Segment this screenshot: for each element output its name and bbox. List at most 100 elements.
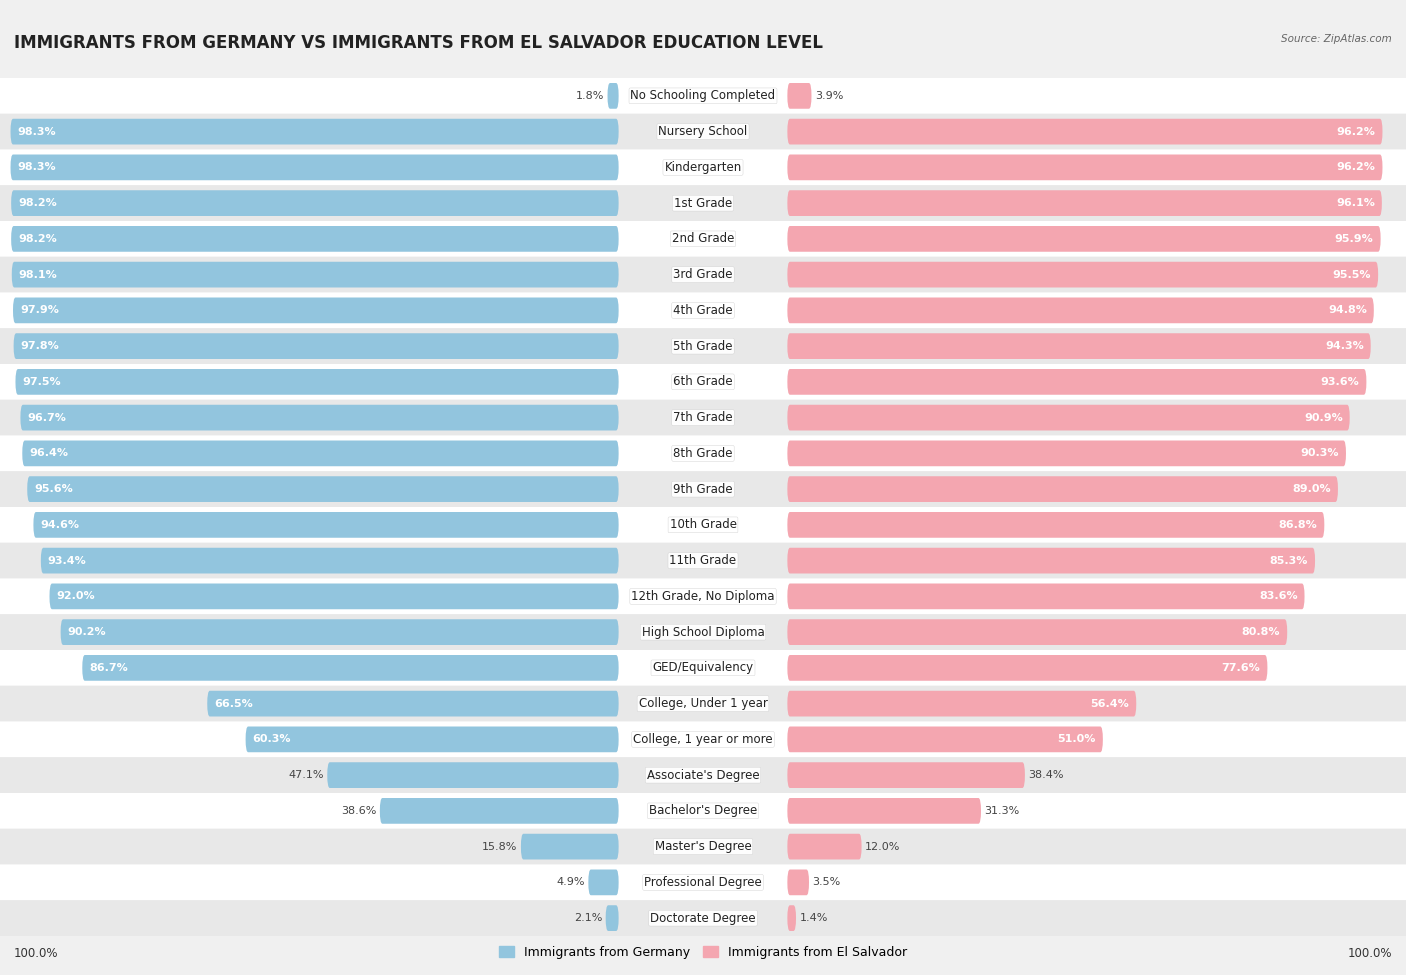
FancyBboxPatch shape [787, 512, 1324, 538]
FancyBboxPatch shape [0, 400, 1406, 436]
FancyBboxPatch shape [787, 369, 1367, 395]
FancyBboxPatch shape [787, 583, 1305, 609]
FancyBboxPatch shape [787, 655, 1267, 681]
FancyBboxPatch shape [787, 619, 1288, 645]
Text: Doctorate Degree: Doctorate Degree [650, 912, 756, 924]
FancyBboxPatch shape [787, 154, 1382, 180]
FancyBboxPatch shape [0, 829, 1406, 865]
FancyBboxPatch shape [787, 405, 1350, 431]
Text: 90.9%: 90.9% [1303, 412, 1343, 422]
Text: 12.0%: 12.0% [865, 841, 900, 851]
FancyBboxPatch shape [787, 870, 808, 895]
Text: 47.1%: 47.1% [288, 770, 323, 780]
Text: 93.6%: 93.6% [1320, 377, 1360, 387]
FancyBboxPatch shape [0, 507, 1406, 543]
FancyBboxPatch shape [607, 83, 619, 109]
Text: 93.4%: 93.4% [48, 556, 87, 566]
FancyBboxPatch shape [328, 762, 619, 788]
FancyBboxPatch shape [0, 543, 1406, 578]
Text: 10th Grade: 10th Grade [669, 519, 737, 531]
Text: Master's Degree: Master's Degree [655, 840, 751, 853]
FancyBboxPatch shape [787, 261, 1378, 288]
Text: 97.8%: 97.8% [21, 341, 59, 351]
FancyBboxPatch shape [787, 798, 981, 824]
Text: 92.0%: 92.0% [56, 592, 96, 602]
Text: 12th Grade, No Diploma: 12th Grade, No Diploma [631, 590, 775, 603]
Legend: Immigrants from Germany, Immigrants from El Salvador: Immigrants from Germany, Immigrants from… [494, 941, 912, 964]
Text: 5th Grade: 5th Grade [673, 339, 733, 353]
FancyBboxPatch shape [0, 722, 1406, 758]
Text: 77.6%: 77.6% [1222, 663, 1260, 673]
Text: 15.8%: 15.8% [482, 841, 517, 851]
Text: 86.7%: 86.7% [90, 663, 128, 673]
Text: 7th Grade: 7th Grade [673, 411, 733, 424]
FancyBboxPatch shape [0, 364, 1406, 400]
FancyBboxPatch shape [787, 762, 1025, 788]
Text: 66.5%: 66.5% [214, 699, 253, 709]
FancyBboxPatch shape [787, 905, 796, 931]
FancyBboxPatch shape [787, 441, 1346, 466]
FancyBboxPatch shape [0, 185, 1406, 221]
Text: 96.7%: 96.7% [28, 412, 66, 422]
Text: 98.3%: 98.3% [17, 127, 56, 136]
Text: 3.5%: 3.5% [813, 878, 841, 887]
FancyBboxPatch shape [14, 333, 619, 359]
FancyBboxPatch shape [0, 758, 1406, 793]
FancyBboxPatch shape [787, 548, 1315, 573]
FancyBboxPatch shape [0, 614, 1406, 650]
FancyBboxPatch shape [0, 114, 1406, 149]
Text: 94.3%: 94.3% [1324, 341, 1364, 351]
FancyBboxPatch shape [41, 548, 619, 573]
Text: Kindergarten: Kindergarten [665, 161, 741, 174]
FancyBboxPatch shape [787, 83, 811, 109]
FancyBboxPatch shape [60, 619, 619, 645]
Text: College, 1 year or more: College, 1 year or more [633, 733, 773, 746]
FancyBboxPatch shape [0, 436, 1406, 471]
Text: Nursery School: Nursery School [658, 125, 748, 138]
FancyBboxPatch shape [787, 834, 862, 860]
Text: 86.8%: 86.8% [1278, 520, 1317, 529]
Text: 31.3%: 31.3% [984, 806, 1019, 816]
Text: 56.4%: 56.4% [1091, 699, 1129, 709]
FancyBboxPatch shape [49, 583, 619, 609]
Text: 60.3%: 60.3% [253, 734, 291, 744]
FancyBboxPatch shape [10, 154, 619, 180]
FancyBboxPatch shape [787, 226, 1381, 252]
Text: 2.1%: 2.1% [574, 914, 602, 923]
Text: 38.4%: 38.4% [1028, 770, 1064, 780]
Text: GED/Equivalency: GED/Equivalency [652, 661, 754, 675]
FancyBboxPatch shape [0, 793, 1406, 829]
Text: 95.6%: 95.6% [34, 485, 73, 494]
FancyBboxPatch shape [787, 726, 1102, 753]
Text: 38.6%: 38.6% [340, 806, 377, 816]
FancyBboxPatch shape [0, 685, 1406, 722]
FancyBboxPatch shape [246, 726, 619, 753]
Text: 3.9%: 3.9% [815, 91, 844, 100]
Text: 94.6%: 94.6% [41, 520, 79, 529]
Text: High School Diploma: High School Diploma [641, 626, 765, 639]
Text: 2nd Grade: 2nd Grade [672, 232, 734, 246]
FancyBboxPatch shape [0, 256, 1406, 292]
Text: 1.4%: 1.4% [800, 914, 828, 923]
Text: 96.2%: 96.2% [1337, 163, 1375, 173]
Text: 1.8%: 1.8% [575, 91, 605, 100]
Text: 85.3%: 85.3% [1270, 556, 1308, 566]
Text: 100.0%: 100.0% [1347, 947, 1392, 960]
Text: No Schooling Completed: No Schooling Completed [630, 90, 776, 102]
Text: Associate's Degree: Associate's Degree [647, 768, 759, 782]
Text: 4th Grade: 4th Grade [673, 304, 733, 317]
Text: 95.5%: 95.5% [1333, 270, 1371, 280]
FancyBboxPatch shape [21, 405, 619, 431]
FancyBboxPatch shape [0, 78, 1406, 114]
FancyBboxPatch shape [0, 292, 1406, 329]
Text: 83.6%: 83.6% [1258, 592, 1298, 602]
FancyBboxPatch shape [0, 149, 1406, 185]
FancyBboxPatch shape [0, 471, 1406, 507]
FancyBboxPatch shape [34, 512, 619, 538]
Text: 97.5%: 97.5% [22, 377, 60, 387]
FancyBboxPatch shape [787, 476, 1339, 502]
Text: 96.4%: 96.4% [30, 448, 69, 458]
FancyBboxPatch shape [0, 578, 1406, 614]
Text: 100.0%: 100.0% [14, 947, 59, 960]
Text: 3rd Grade: 3rd Grade [673, 268, 733, 281]
